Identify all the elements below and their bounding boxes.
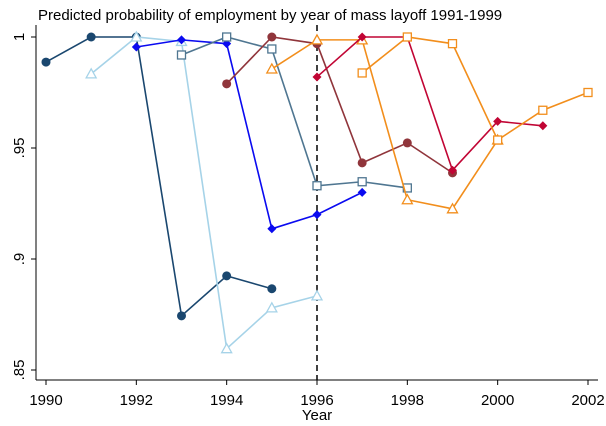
series-line <box>136 39 363 230</box>
series-line <box>316 36 543 172</box>
data-point <box>310 289 324 301</box>
data-point <box>41 57 51 67</box>
x-tick-label: 2000 <box>481 392 514 409</box>
y-tick-label: 1 <box>11 33 28 41</box>
series-line <box>271 39 499 210</box>
data-point <box>357 177 367 187</box>
data-point <box>402 138 412 148</box>
data-point <box>312 210 322 220</box>
data-point <box>265 301 278 313</box>
data-point <box>267 32 277 42</box>
data-point <box>401 193 414 205</box>
data-point <box>86 32 96 42</box>
data-point <box>357 68 367 78</box>
data-point <box>222 79 232 89</box>
data-point <box>267 224 277 234</box>
data-point <box>222 271 232 281</box>
data-point <box>85 67 98 79</box>
x-tick-label: 1994 <box>210 392 243 409</box>
data-point <box>583 87 593 98</box>
data-point <box>131 42 141 52</box>
y-tick-label: .95 <box>11 138 28 159</box>
data-point <box>177 311 186 321</box>
data-point <box>312 181 322 191</box>
data-point <box>310 33 324 45</box>
data-point <box>446 202 459 214</box>
x-axis-label: Year <box>302 407 332 424</box>
data-point <box>538 121 548 131</box>
y-tick-label: .85 <box>11 360 28 381</box>
x-tick-label: 1992 <box>120 392 153 409</box>
series-line <box>181 36 408 189</box>
data-point <box>220 342 233 354</box>
data-point <box>493 116 503 126</box>
x-tick-label: 1990 <box>29 392 62 409</box>
data-point <box>357 158 367 168</box>
chart-title: Predicted probability of employment by y… <box>38 7 502 24</box>
data-point <box>312 72 322 82</box>
series-line <box>90 36 318 351</box>
data-point <box>267 44 277 54</box>
series-line <box>361 36 589 142</box>
data-point <box>130 30 143 42</box>
data-point <box>402 32 412 42</box>
series-line <box>226 36 453 174</box>
data-point <box>538 105 548 115</box>
data-point <box>265 62 278 74</box>
data-point <box>448 165 457 175</box>
x-tick-label: 1998 <box>391 392 424 409</box>
data-point <box>357 187 367 197</box>
x-tick-label: 1996 <box>300 392 333 409</box>
data-point <box>493 135 503 145</box>
data-point <box>177 35 186 45</box>
x-tick-label: 2002 <box>571 392 604 409</box>
y-tick-label: .9 <box>11 253 28 266</box>
data-point <box>267 284 277 294</box>
data-point <box>176 50 187 60</box>
data-point <box>447 39 458 49</box>
data-point <box>357 32 367 42</box>
data-point <box>222 32 232 42</box>
series-line <box>45 36 273 318</box>
